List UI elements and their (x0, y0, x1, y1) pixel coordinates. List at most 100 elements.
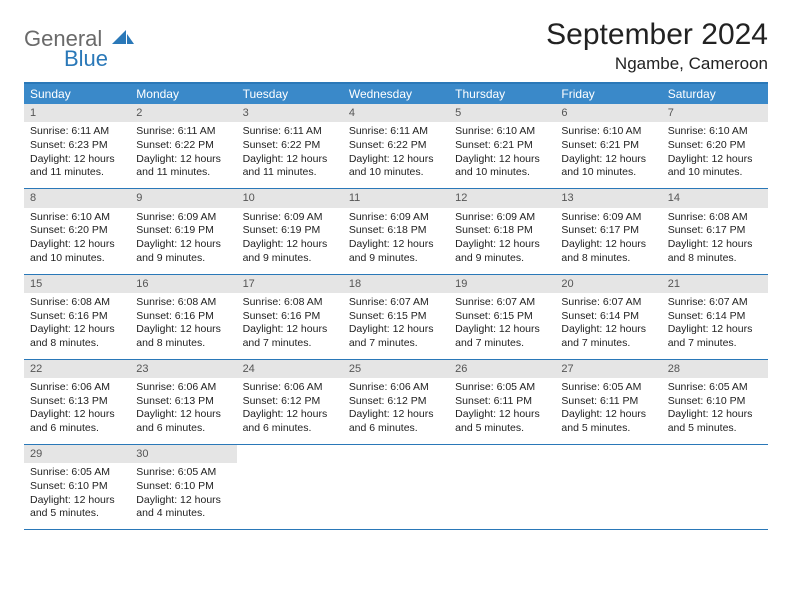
day-number: 9 (130, 189, 236, 207)
day-cell: 7Sunrise: 6:10 AMSunset: 6:20 PMDaylight… (662, 104, 768, 188)
daylight-text: Daylight: 12 hours and 5 minutes. (455, 408, 549, 435)
day-number: 18 (343, 275, 449, 293)
daylight-text: Daylight: 12 hours and 8 minutes. (668, 238, 762, 265)
daylight-text: Daylight: 12 hours and 8 minutes. (136, 323, 230, 350)
day-body: Sunrise: 6:09 AMSunset: 6:18 PMDaylight:… (449, 208, 555, 274)
daylight-text: Daylight: 12 hours and 5 minutes. (668, 408, 762, 435)
weekday-header: Sunday Monday Tuesday Wednesday Thursday… (24, 84, 768, 104)
sunset-text: Sunset: 6:10 PM (30, 480, 124, 494)
day-body: Sunrise: 6:06 AMSunset: 6:13 PMDaylight:… (130, 378, 236, 444)
daylight-text: Daylight: 12 hours and 5 minutes. (561, 408, 655, 435)
day-cell: 6Sunrise: 6:10 AMSunset: 6:21 PMDaylight… (555, 104, 661, 188)
day-number: 20 (555, 275, 661, 293)
day-number: 23 (130, 360, 236, 378)
day-body: Sunrise: 6:10 AMSunset: 6:21 PMDaylight:… (449, 122, 555, 188)
day-body: Sunrise: 6:09 AMSunset: 6:17 PMDaylight:… (555, 208, 661, 274)
sunset-text: Sunset: 6:16 PM (136, 310, 230, 324)
sunset-text: Sunset: 6:12 PM (349, 395, 443, 409)
sunset-text: Sunset: 6:22 PM (243, 139, 337, 153)
sunrise-text: Sunrise: 6:08 AM (136, 296, 230, 310)
brand-word2: Blue (64, 48, 134, 70)
day-cell: 29Sunrise: 6:05 AMSunset: 6:10 PMDayligh… (24, 445, 130, 529)
sunset-text: Sunset: 6:18 PM (349, 224, 443, 238)
day-cell: 26Sunrise: 6:05 AMSunset: 6:11 PMDayligh… (449, 360, 555, 444)
daylight-text: Daylight: 12 hours and 8 minutes. (561, 238, 655, 265)
sunset-text: Sunset: 6:19 PM (136, 224, 230, 238)
day-number: 6 (555, 104, 661, 122)
day-body: Sunrise: 6:06 AMSunset: 6:13 PMDaylight:… (24, 378, 130, 444)
day-body: Sunrise: 6:09 AMSunset: 6:19 PMDaylight:… (130, 208, 236, 274)
sunset-text: Sunset: 6:16 PM (243, 310, 337, 324)
sunrise-text: Sunrise: 6:06 AM (243, 381, 337, 395)
day-number: 21 (662, 275, 768, 293)
day-body (555, 449, 661, 458)
day-number: 27 (555, 360, 661, 378)
day-number: 29 (24, 445, 130, 463)
daylight-text: Daylight: 12 hours and 5 minutes. (30, 494, 124, 521)
day-body: Sunrise: 6:05 AMSunset: 6:10 PMDaylight:… (24, 463, 130, 529)
location: Ngambe, Cameroon (546, 54, 768, 74)
daylight-text: Daylight: 12 hours and 9 minutes. (243, 238, 337, 265)
day-body: Sunrise: 6:11 AMSunset: 6:23 PMDaylight:… (24, 122, 130, 188)
day-number: 15 (24, 275, 130, 293)
day-body (343, 449, 449, 458)
day-body: Sunrise: 6:07 AMSunset: 6:14 PMDaylight:… (662, 293, 768, 359)
day-body: Sunrise: 6:05 AMSunset: 6:11 PMDaylight:… (555, 378, 661, 444)
day-body: Sunrise: 6:10 AMSunset: 6:20 PMDaylight:… (24, 208, 130, 274)
day-cell: 27Sunrise: 6:05 AMSunset: 6:11 PMDayligh… (555, 360, 661, 444)
day-number: 10 (237, 189, 343, 207)
sunrise-text: Sunrise: 6:08 AM (30, 296, 124, 310)
sunrise-text: Sunrise: 6:08 AM (668, 211, 762, 225)
sunrise-text: Sunrise: 6:07 AM (455, 296, 549, 310)
sunset-text: Sunset: 6:11 PM (561, 395, 655, 409)
day-cell (662, 445, 768, 529)
day-body: Sunrise: 6:11 AMSunset: 6:22 PMDaylight:… (130, 122, 236, 188)
day-cell: 19 Sunrise: 6:07 AMSunset: 6:15 PMDayligh… (449, 275, 555, 359)
calendar: Sunday Monday Tuesday Wednesday Thursday… (24, 82, 768, 530)
sunrise-text: Sunrise: 6:07 AM (561, 296, 655, 310)
day-number: 22 (24, 360, 130, 378)
day-cell: 8Sunrise: 6:10 AMSunset: 6:20 PMDaylight… (24, 189, 130, 273)
sunrise-text: Sunrise: 6:11 AM (243, 125, 337, 139)
title-block: September 2024 Ngambe, Cameroon (546, 18, 768, 74)
sunrise-text: Sunrise: 6:08 AM (243, 296, 337, 310)
header: General Blue September 2024 Ngambe, Came… (24, 18, 768, 74)
weekday-label: Friday (555, 84, 661, 104)
day-cell: 28Sunrise: 6:05 AMSunset: 6:10 PMDayligh… (662, 360, 768, 444)
sunrise-text: Sunrise: 6:07 AM (668, 296, 762, 310)
daylight-text: Daylight: 12 hours and 10 minutes. (668, 153, 762, 180)
sunset-text: Sunset: 6:19 PM (243, 224, 337, 238)
sunset-text: Sunset: 6:10 PM (136, 480, 230, 494)
day-body: Sunrise: 6:07 AMSunset: 6:15 PMDaylight:… (343, 293, 449, 359)
day-cell (555, 445, 661, 529)
day-number: 17 (237, 275, 343, 293)
daylight-text: Daylight: 12 hours and 7 minutes. (455, 323, 549, 350)
day-body: Sunrise: 6:05 AMSunset: 6:10 PMDaylight:… (662, 378, 768, 444)
day-body: Sunrise: 6:10 AMSunset: 6:21 PMDaylight:… (555, 122, 661, 188)
sunrise-text: Sunrise: 6:06 AM (30, 381, 124, 395)
daylight-text: Daylight: 12 hours and 6 minutes. (349, 408, 443, 435)
sunset-text: Sunset: 6:18 PM (455, 224, 549, 238)
weekday-label: Saturday (662, 84, 768, 104)
weekday-label: Sunday (24, 84, 130, 104)
sunrise-text: Sunrise: 6:05 AM (561, 381, 655, 395)
daylight-text: Daylight: 12 hours and 10 minutes. (561, 153, 655, 180)
sunset-text: Sunset: 6:12 PM (243, 395, 337, 409)
sunset-text: Sunset: 6:17 PM (561, 224, 655, 238)
daylight-text: Daylight: 12 hours and 10 minutes. (30, 238, 124, 265)
day-number: 4 (343, 104, 449, 122)
day-number: 12 (449, 189, 555, 207)
day-body: Sunrise: 6:09 AMSunset: 6:18 PMDaylight:… (343, 208, 449, 274)
day-number: 16 (130, 275, 236, 293)
sunrise-text: Sunrise: 6:06 AM (136, 381, 230, 395)
week-row: 22Sunrise: 6:06 AMSunset: 6:13 PMDayligh… (24, 360, 768, 445)
day-number: 19 (449, 275, 555, 293)
day-cell: 22Sunrise: 6:06 AMSunset: 6:13 PMDayligh… (24, 360, 130, 444)
day-number: 8 (24, 189, 130, 207)
day-number: 30 (130, 445, 236, 463)
day-cell (237, 445, 343, 529)
week-row: 15Sunrise: 6:08 AMSunset: 6:16 PMDayligh… (24, 275, 768, 360)
sunset-text: Sunset: 6:15 PM (455, 310, 549, 324)
day-body: Sunrise: 6:10 AMSunset: 6:20 PMDaylight:… (662, 122, 768, 188)
day-cell: 10Sunrise: 6:09 AMSunset: 6:19 PMDayligh… (237, 189, 343, 273)
